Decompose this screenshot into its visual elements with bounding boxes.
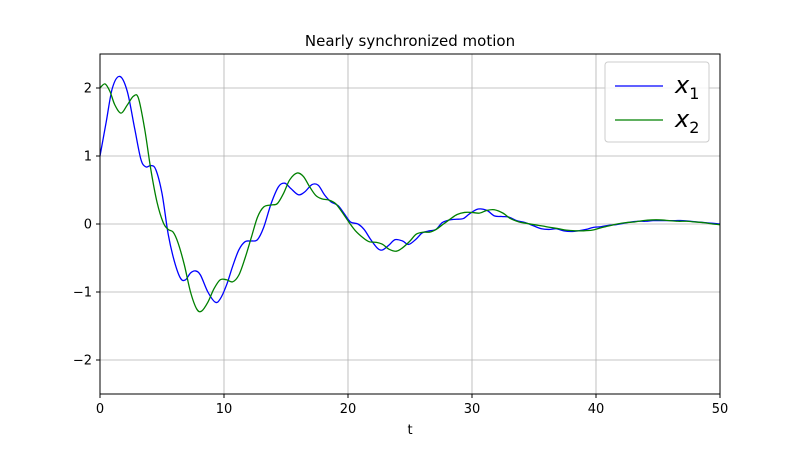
y-tick-label: 0 (84, 218, 92, 233)
series-lines (100, 75, 720, 313)
y-tick-label: −2 (73, 354, 92, 369)
chart-title: Nearly synchronized motion (305, 32, 515, 50)
y-tick-label: −1 (73, 286, 92, 301)
x-tick-label: 20 (340, 402, 357, 417)
x-tick-label: 0 (96, 402, 104, 417)
legend-label-subscript: 1 (689, 84, 699, 103)
x-axis-label: t (407, 423, 412, 438)
x-tick-label: 50 (712, 402, 729, 417)
x-tick-label: 40 (588, 402, 605, 417)
series-line-x2 (100, 83, 720, 313)
x-tick-label: 10 (216, 402, 233, 417)
y-tick-label: 1 (84, 150, 92, 165)
legend-label-name: x (674, 71, 690, 99)
legend-label: x2 (674, 105, 699, 137)
ticks: 0 10 20 30 40 50 −2 −1 0 1 2 (73, 82, 728, 418)
legend-label: x1 (674, 71, 699, 103)
legend-label-name: x (674, 105, 690, 133)
series-line-x1 (100, 75, 720, 304)
legend-label-subscript: 2 (689, 118, 699, 137)
y-tick-label: 2 (84, 82, 92, 97)
legend-box (604, 61, 710, 143)
x-tick-label: 30 (464, 402, 481, 417)
